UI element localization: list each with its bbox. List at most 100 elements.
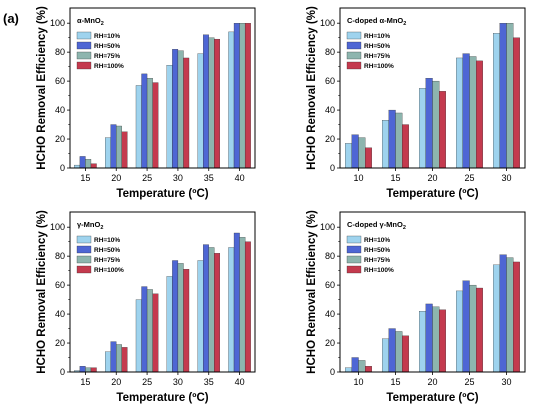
bar [141,286,148,373]
bar [395,331,403,373]
legend-label: RH=10% [364,33,390,40]
bar [345,143,352,169]
x-axis-label: Temperature (ºC) [386,392,478,404]
chart-title: C-doped γ-MnO2 [347,220,406,231]
bar [172,49,179,169]
x-tick-label: 15 [390,377,400,387]
y-tick-label: 40 [325,309,335,319]
x-tick-label: 15 [80,377,90,387]
y-tick-label: 100 [50,222,65,232]
bar [365,147,372,169]
y-tick-label: 60 [325,76,335,86]
bar [432,306,440,373]
legend-swatch [346,51,362,60]
legend-label: RH=50% [364,43,390,50]
y-tick-label: 100 [50,18,65,28]
y-tick-label: 0 [330,163,335,173]
x-tick-label: 30 [501,173,511,183]
bar [425,78,433,169]
x-tick-label: 25 [464,377,474,387]
bar [79,366,86,373]
x-tick-label: 15 [80,173,90,183]
chart-panel-2: 0 20 40 60 80 100 10 15 20 25 30 Temperature (ºC) HC… [306,6,526,200]
bar [208,37,215,169]
bar [351,357,359,373]
bar [469,284,477,373]
bar [382,338,389,373]
x-axis-label: Temperature (ºC) [386,188,478,200]
bar [172,260,179,373]
bar [425,303,433,373]
x-tick-label: 20 [427,173,437,183]
bar [105,351,111,373]
legend-swatch [76,235,92,244]
y-tick-label: 100 [320,222,335,232]
y-tick-label: 20 [325,338,335,348]
bar [419,88,426,169]
y-tick-label: 100 [320,18,335,28]
bar [351,134,359,169]
legend-label: RH=10% [94,237,120,244]
bar [135,85,142,169]
x-tick-label: 25 [142,173,152,183]
legend-label: RH=100% [364,63,394,70]
x-tick-label: 30 [173,173,183,183]
y-axis-label: HCHO Removal Efficiency (%) [36,6,48,170]
bar [214,38,221,169]
bar [146,78,153,169]
bar [493,33,500,169]
y-tick-label: 0 [60,163,65,173]
y-tick-label: 20 [325,134,335,144]
x-tick-label: 30 [173,377,183,387]
legend-swatch [346,61,362,70]
bar [402,335,409,373]
bar [239,237,246,373]
y-tick-label: 0 [60,367,65,377]
bar [214,253,221,373]
bar [152,293,159,373]
x-tick-label: 10 [353,173,363,183]
bar [228,247,235,373]
bar [90,163,97,169]
bar [513,37,520,169]
bar [135,299,142,373]
legend-swatch [76,61,92,70]
legend-swatch [76,31,92,40]
bar [395,112,403,169]
legend-label: RH=75% [364,53,390,60]
bar [499,23,507,169]
y-tick-label: 60 [55,280,65,290]
chart-panel-4: 0 20 40 60 80 100 10 15 20 25 30 Temperature (ºC) HC… [306,210,526,404]
y-axis-label: HCHO Removal Efficiency (%) [36,210,48,374]
bar [116,125,122,169]
y-tick-label: 40 [55,309,65,319]
y-axis-label: HCHO Removal Efficiency (%) [306,6,318,170]
y-axis-label: HCHO Removal Efficiency (%) [306,210,318,374]
bar [388,328,396,373]
y-tick-label: 40 [325,105,335,115]
chart-title: C-doped α-MnO2 [347,16,406,27]
bar [152,82,159,169]
bar [177,263,184,373]
plot-frame [69,211,256,373]
bar [439,309,446,373]
legend-swatch [346,235,362,244]
bar [79,156,86,169]
bar [244,241,251,373]
bar [166,65,173,169]
x-tick-label: 15 [390,173,400,183]
chart-title: γ-MnO2 [77,220,103,231]
x-tick-label: 35 [204,377,214,387]
bar [121,347,128,373]
legend-swatch [346,255,362,264]
legend-label: RH=100% [94,267,124,274]
legend-swatch [76,245,92,254]
bar [166,276,173,373]
legend-swatch [76,255,92,264]
legend-swatch [76,41,92,50]
bar [110,341,117,373]
legend-label: RH=50% [364,247,390,254]
bar [388,109,396,169]
bar [183,57,190,169]
bar [146,289,153,373]
